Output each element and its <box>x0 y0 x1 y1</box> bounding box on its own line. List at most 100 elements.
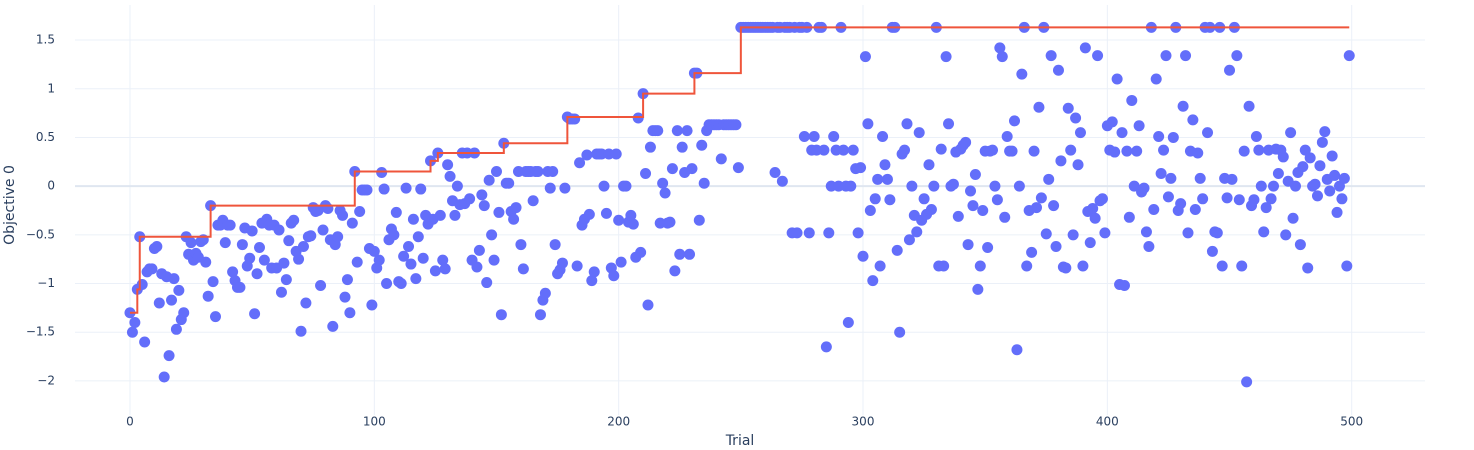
point <box>351 256 363 268</box>
y-tick-label: −1.5 <box>26 325 55 339</box>
point <box>823 227 835 239</box>
point <box>625 209 637 221</box>
point <box>451 180 463 192</box>
point <box>1143 241 1155 253</box>
x-tick-label: 300 <box>852 415 875 429</box>
point <box>219 237 231 249</box>
point <box>344 307 356 319</box>
point <box>368 245 380 257</box>
point <box>681 125 693 137</box>
point <box>613 214 625 226</box>
point <box>923 159 935 171</box>
point <box>439 263 451 275</box>
point <box>991 194 1003 206</box>
point <box>405 258 417 270</box>
point <box>1272 167 1284 179</box>
point <box>1045 50 1057 62</box>
point <box>938 260 950 272</box>
point <box>305 230 317 242</box>
point <box>967 200 979 212</box>
point <box>503 177 515 189</box>
y-tick-label: −2 <box>37 373 55 387</box>
point <box>693 214 705 226</box>
point <box>987 144 999 156</box>
point <box>642 299 654 311</box>
point <box>471 261 483 273</box>
point <box>151 241 163 253</box>
point <box>1197 193 1209 205</box>
point <box>583 208 595 220</box>
point <box>476 189 488 201</box>
point <box>539 287 551 299</box>
point <box>581 149 593 161</box>
point <box>960 136 972 148</box>
point <box>666 163 678 175</box>
y-tick-label: −0.5 <box>26 227 55 241</box>
point <box>490 166 502 178</box>
point <box>273 224 285 236</box>
point <box>999 211 1011 223</box>
point <box>1180 50 1192 62</box>
point <box>698 177 710 189</box>
point <box>1289 180 1301 192</box>
point <box>1118 279 1130 291</box>
point <box>627 218 639 230</box>
point <box>300 297 312 309</box>
point <box>962 239 974 251</box>
point <box>373 254 385 266</box>
point <box>185 237 197 249</box>
point <box>1150 73 1162 85</box>
point <box>139 336 151 348</box>
point <box>559 182 571 194</box>
point <box>776 175 788 187</box>
point <box>1121 145 1133 157</box>
point <box>293 253 305 265</box>
point <box>918 193 930 205</box>
point <box>1033 101 1045 113</box>
point <box>857 250 869 262</box>
point <box>842 316 854 328</box>
point <box>398 250 410 262</box>
point <box>847 144 859 156</box>
point <box>153 297 165 309</box>
x-tick-label: 200 <box>607 415 630 429</box>
point <box>1016 68 1028 80</box>
point <box>209 311 221 323</box>
point <box>940 51 952 63</box>
point <box>1011 344 1023 356</box>
point <box>1070 112 1082 124</box>
point <box>444 170 456 182</box>
point <box>644 141 656 153</box>
point <box>972 283 984 295</box>
point <box>234 281 246 293</box>
point <box>899 144 911 156</box>
point <box>982 241 994 253</box>
point <box>1106 116 1118 128</box>
point <box>339 291 351 303</box>
point <box>246 225 258 237</box>
point <box>202 290 214 302</box>
point <box>1192 147 1204 159</box>
point <box>464 193 476 205</box>
point <box>1302 262 1314 274</box>
point <box>769 167 781 179</box>
point <box>845 180 857 192</box>
point <box>337 209 349 221</box>
point <box>381 278 393 290</box>
point <box>1250 130 1262 142</box>
point <box>341 274 353 286</box>
point <box>906 180 918 192</box>
point <box>170 323 182 335</box>
point <box>1021 260 1033 272</box>
point <box>407 213 419 225</box>
point <box>1138 182 1150 194</box>
point <box>659 187 671 199</box>
point <box>1343 50 1355 62</box>
point <box>534 309 546 321</box>
point <box>1277 151 1289 163</box>
point <box>1268 180 1280 192</box>
point <box>547 166 559 178</box>
point <box>1258 226 1270 238</box>
